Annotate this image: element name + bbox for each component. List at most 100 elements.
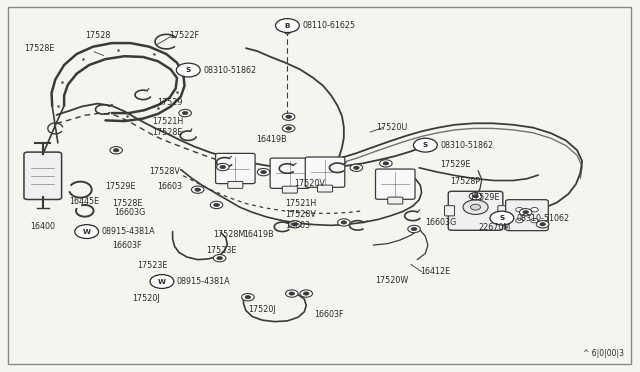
Circle shape: [408, 225, 420, 232]
Circle shape: [413, 138, 437, 152]
Text: 17520V: 17520V: [294, 179, 324, 187]
Circle shape: [260, 170, 266, 174]
Text: 17520J: 17520J: [132, 294, 159, 303]
Text: 17521H: 17521H: [152, 116, 183, 126]
Circle shape: [341, 221, 347, 224]
Text: 08310-51862: 08310-51862: [440, 141, 493, 150]
FancyBboxPatch shape: [270, 158, 310, 188]
Circle shape: [177, 63, 200, 77]
Circle shape: [214, 203, 220, 206]
Circle shape: [380, 160, 392, 167]
Text: 17528E: 17528E: [152, 128, 182, 137]
Text: 17521H: 17521H: [285, 199, 317, 208]
FancyBboxPatch shape: [282, 186, 298, 193]
Circle shape: [531, 218, 538, 223]
Text: S: S: [423, 142, 428, 148]
Circle shape: [195, 188, 200, 191]
Circle shape: [110, 147, 122, 154]
Circle shape: [179, 109, 191, 117]
Circle shape: [210, 201, 223, 209]
Text: W: W: [83, 228, 91, 235]
Text: 16419B: 16419B: [243, 230, 274, 238]
Circle shape: [520, 209, 532, 216]
Circle shape: [383, 162, 388, 165]
Circle shape: [473, 195, 478, 198]
FancyBboxPatch shape: [445, 206, 454, 216]
Circle shape: [220, 166, 226, 169]
Text: 17528P: 17528P: [451, 177, 481, 186]
Circle shape: [337, 219, 350, 226]
Text: 08915-4381A: 08915-4381A: [102, 227, 156, 236]
Text: 17523E: 17523E: [137, 261, 167, 270]
Circle shape: [75, 225, 99, 238]
FancyBboxPatch shape: [388, 197, 403, 204]
Text: 17528V: 17528V: [149, 167, 180, 176]
Text: 17520W: 17520W: [375, 276, 408, 285]
Text: 16603: 16603: [157, 182, 182, 191]
Text: 17529E: 17529E: [440, 160, 471, 169]
Text: 17529E: 17529E: [106, 182, 136, 191]
Circle shape: [463, 200, 488, 214]
Text: 16412E: 16412E: [420, 267, 451, 276]
Circle shape: [516, 208, 524, 212]
Text: 08915-4381A: 08915-4381A: [177, 277, 230, 286]
Text: 22670M: 22670M: [478, 224, 510, 232]
Text: 16603F: 16603F: [314, 310, 343, 319]
FancyBboxPatch shape: [448, 191, 503, 230]
Text: 17528E: 17528E: [112, 199, 142, 208]
Text: B: B: [285, 23, 290, 29]
Circle shape: [470, 204, 481, 210]
FancyBboxPatch shape: [24, 152, 61, 199]
Text: 17528E: 17528E: [24, 44, 54, 53]
Circle shape: [286, 115, 291, 118]
Circle shape: [353, 166, 359, 169]
Text: 17529E: 17529E: [469, 193, 500, 202]
Circle shape: [216, 163, 229, 171]
Text: 17529: 17529: [157, 98, 182, 107]
Circle shape: [412, 227, 417, 231]
Circle shape: [286, 127, 291, 130]
Text: 16603G: 16603G: [426, 218, 456, 227]
Text: 16603F: 16603F: [112, 241, 141, 250]
Circle shape: [490, 211, 514, 225]
Circle shape: [113, 149, 119, 152]
Text: 16603G: 16603G: [115, 208, 145, 217]
Circle shape: [150, 275, 174, 288]
Text: 08110-61625: 08110-61625: [303, 21, 356, 30]
Circle shape: [182, 112, 188, 115]
Circle shape: [289, 221, 301, 228]
Text: 17528M: 17528M: [213, 230, 246, 238]
Circle shape: [303, 292, 309, 295]
Circle shape: [275, 19, 300, 32]
Circle shape: [242, 294, 254, 301]
Circle shape: [213, 254, 226, 262]
Text: 16419B: 16419B: [256, 135, 287, 144]
Circle shape: [289, 292, 294, 295]
FancyBboxPatch shape: [305, 157, 345, 187]
Text: 08310-51862: 08310-51862: [204, 65, 257, 74]
Text: 17520U: 17520U: [376, 123, 408, 132]
Text: S: S: [186, 67, 191, 73]
Text: ^ 6|0|00|3: ^ 6|0|00|3: [583, 349, 624, 358]
Text: 17520J: 17520J: [248, 305, 275, 314]
Text: S: S: [499, 215, 504, 221]
Circle shape: [536, 221, 549, 228]
Circle shape: [516, 218, 524, 223]
Text: 17528V: 17528V: [285, 210, 316, 219]
FancyBboxPatch shape: [506, 200, 548, 231]
FancyBboxPatch shape: [216, 153, 255, 184]
Circle shape: [217, 257, 223, 260]
Text: 16400: 16400: [30, 222, 55, 231]
Circle shape: [523, 211, 529, 214]
Text: W: W: [158, 279, 166, 285]
FancyBboxPatch shape: [317, 185, 333, 192]
Circle shape: [245, 295, 251, 299]
Circle shape: [285, 290, 298, 297]
FancyBboxPatch shape: [228, 182, 243, 188]
Text: 17522F: 17522F: [170, 31, 200, 40]
Circle shape: [350, 164, 363, 171]
FancyBboxPatch shape: [376, 169, 415, 199]
Text: 17523E: 17523E: [206, 246, 236, 256]
Circle shape: [300, 290, 312, 297]
Text: 17528: 17528: [85, 31, 110, 40]
